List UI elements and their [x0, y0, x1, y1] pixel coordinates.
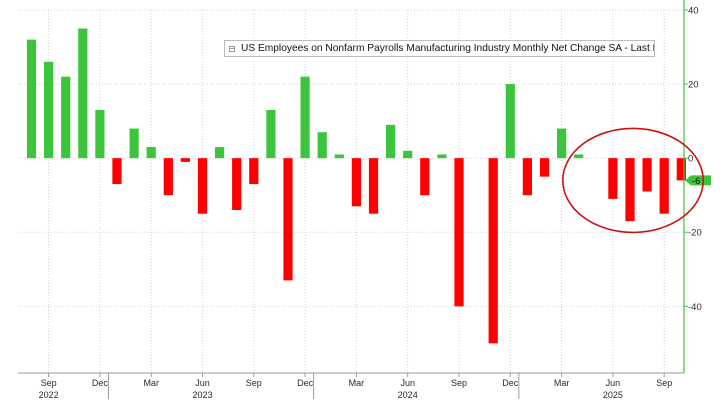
x-month-label: Mar — [554, 378, 570, 388]
y-tick-label: -40 — [688, 302, 702, 313]
bar — [26, 39, 37, 159]
x-month-label: Sep — [656, 378, 672, 388]
bar — [676, 158, 686, 181]
x-month-label: Jun — [400, 378, 415, 388]
x-year-label: 2023 — [192, 390, 212, 400]
bar — [163, 158, 173, 196]
bars — [26, 28, 686, 344]
bar — [180, 158, 190, 162]
bar — [608, 158, 618, 199]
x-axis: Sep Dec Mar Jun Sep Dec Mar Jun Sep Dec Mar Jun Sep 2… — [18, 372, 684, 400]
bar — [522, 158, 532, 196]
bar — [437, 154, 447, 159]
bar — [642, 158, 652, 192]
bar — [95, 110, 105, 159]
bar — [454, 158, 464, 307]
x-month-label: Mar — [349, 378, 365, 388]
x-month-label: Sep — [451, 378, 467, 388]
x-year-label: 2022 — [39, 390, 59, 400]
bar — [557, 128, 567, 159]
bar — [505, 84, 515, 159]
bar — [420, 158, 430, 196]
x-year-label: 2024 — [398, 390, 418, 400]
bar — [44, 61, 54, 159]
x-month-label: Dec — [297, 378, 314, 388]
bar — [249, 158, 259, 185]
x-month-label: Jun — [606, 378, 621, 388]
x-month-label: Sep — [246, 378, 262, 388]
last-price-marker — [685, 175, 711, 186]
bar — [266, 110, 276, 159]
bar — [659, 158, 669, 214]
bar — [334, 154, 344, 159]
y-tick-label: -20 — [688, 228, 702, 239]
bar — [317, 132, 327, 159]
bar — [78, 28, 88, 159]
bar — [403, 150, 413, 159]
last-price-label: -6 — [692, 176, 700, 187]
legend: − US Employees on Nonfarm Payrolls Manuf… — [224, 40, 655, 57]
x-month-label: Sep — [41, 378, 57, 388]
bar — [112, 158, 122, 185]
y-axis: 40 20 0 -20 -40 -6 — [683, 0, 711, 373]
gridlines — [18, 9, 684, 373]
bar — [300, 76, 310, 159]
x-month-label: Jun — [195, 378, 210, 388]
bar — [488, 158, 498, 344]
bar — [146, 147, 156, 159]
bar — [61, 76, 71, 159]
bar — [197, 158, 208, 214]
x-month-label: Dec — [502, 378, 519, 388]
bar — [539, 158, 550, 177]
legend-collapse-icon[interactable]: − — [229, 43, 235, 53]
bar — [574, 154, 584, 159]
annotations — [561, 127, 704, 234]
bar — [283, 158, 293, 281]
bar — [625, 158, 635, 222]
highlight-circle — [561, 127, 704, 234]
x-month-label: Dec — [92, 378, 109, 388]
bar — [386, 124, 396, 159]
y-tick-label: 40 — [688, 6, 699, 17]
bar — [368, 158, 379, 214]
bar — [232, 158, 242, 211]
legend-series-label: US Employees on Nonfarm Payrolls Manufac… — [241, 43, 655, 54]
bar — [351, 158, 361, 207]
x-month-label: Mar — [143, 378, 159, 388]
x-year-label: 2025 — [603, 390, 623, 400]
y-tick-label: 20 — [688, 80, 699, 91]
y-tick-label: 0 — [688, 154, 693, 165]
bar — [215, 147, 225, 159]
bar — [129, 128, 139, 159]
